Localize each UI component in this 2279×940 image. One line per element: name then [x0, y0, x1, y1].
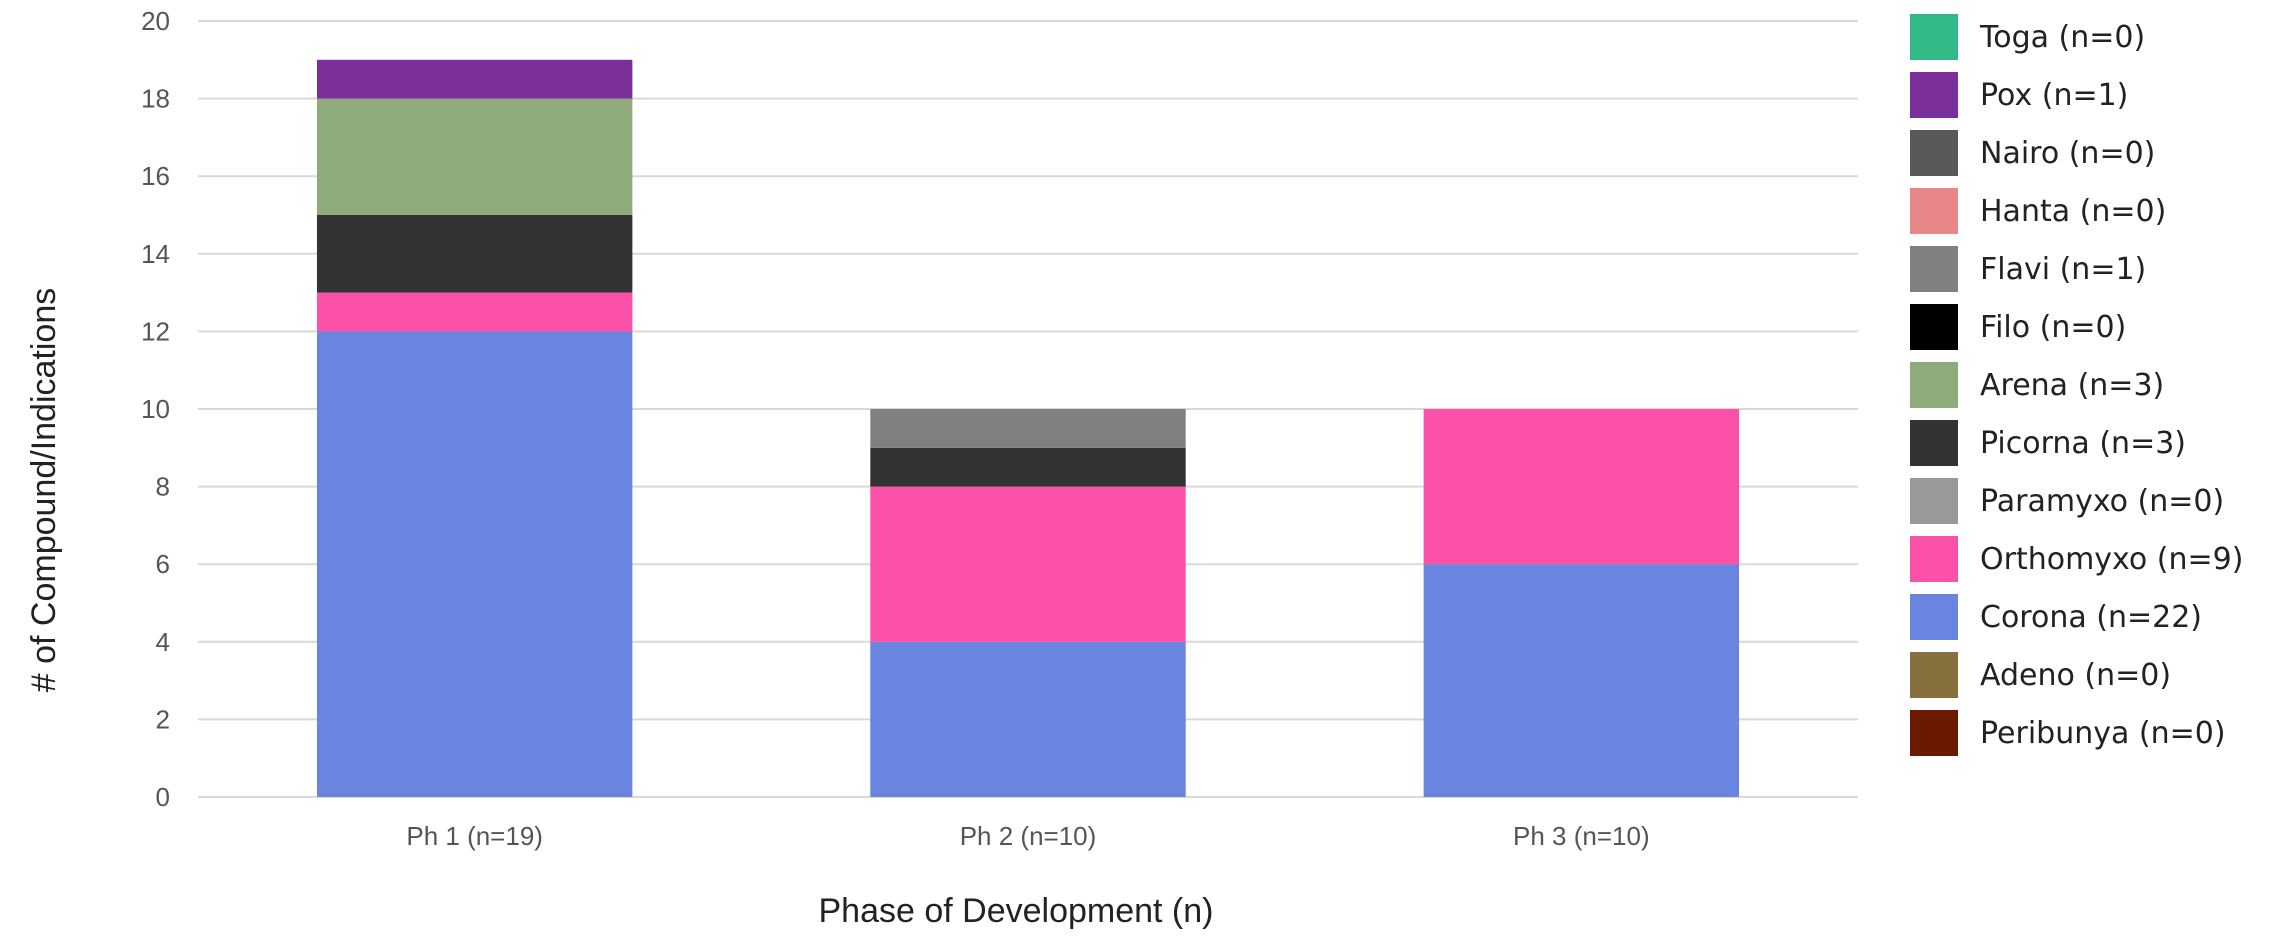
x-axis-title: Phase of Development (n) [819, 892, 1214, 930]
legend-item: Filo (n=0) [1910, 298, 2270, 356]
x-tick-label: Ph 2 (n=10) [960, 821, 1097, 851]
bar-segment [1423, 409, 1740, 565]
legend-label: Corona (n=22) [1980, 599, 2202, 635]
x-axis-ticks: Ph 1 (n=19) Ph 2 (n=10) Ph 3 (n=10) [406, 821, 1649, 851]
legend-swatch [1910, 420, 1958, 466]
y-tick-label: 14 [141, 239, 170, 269]
legend-item: Arena (n=3) [1910, 356, 2270, 414]
legend-label: Orthomyxo (n=9) [1980, 541, 2244, 577]
y-tick-label: 20 [141, 6, 170, 36]
legend-label: Flavi (n=1) [1980, 251, 2147, 287]
legend-swatch [1910, 130, 1958, 176]
legend-swatch [1910, 536, 1958, 582]
bars [316, 59, 1740, 797]
legend-swatch [1910, 652, 1958, 698]
legend-item: Picorna (n=3) [1910, 414, 2270, 472]
legend-item: Pox (n=1) [1910, 66, 2270, 124]
y-axis-title: # of Compound/Indications [25, 288, 63, 692]
legend-item: Corona (n=22) [1910, 588, 2270, 646]
legend-swatch [1910, 478, 1958, 524]
legend-item: Flavi (n=1) [1910, 240, 2270, 298]
legend-swatch [1910, 14, 1958, 60]
legend-label: Nairo (n=0) [1980, 135, 2156, 171]
bar-segment [870, 409, 1186, 448]
legend-swatch [1910, 246, 1958, 292]
legend: Toga (n=0) Pox (n=1) Nairo (n=0) Hanta (n=0… [1910, 8, 2270, 762]
legend-item: Hanta (n=0) [1910, 182, 2270, 240]
bar-segment [316, 98, 633, 215]
legend-label: Adeno (n=0) [1980, 657, 2172, 693]
legend-label: Pox (n=1) [1980, 77, 2129, 113]
bar-segment [870, 486, 1186, 642]
x-tick-label: Ph 1 (n=19) [406, 821, 543, 851]
x-tick-label: Ph 3 (n=10) [1513, 821, 1650, 851]
legend-label: Paramyxo (n=0) [1980, 483, 2225, 519]
bar-segment [870, 447, 1186, 487]
y-tick-label: 8 [156, 472, 170, 502]
stacked-bar-chart: 0 2 4 6 8 10 12 14 16 18 20 Ph 1 (n=19) Ph 2 (n=10)… [25, 6, 1858, 930]
legend-label: Peribunya (n=0) [1980, 715, 2226, 751]
legend-item: Paramyxo (n=0) [1910, 472, 2270, 530]
y-tick-label: 10 [141, 394, 170, 424]
legend-swatch [1910, 188, 1958, 234]
legend-item: Orthomyxo (n=9) [1910, 530, 2270, 588]
legend-swatch [1910, 594, 1958, 640]
y-tick-label: 6 [156, 549, 170, 579]
bar-segment [870, 641, 1186, 797]
legend-item: Nairo (n=0) [1910, 124, 2270, 182]
legend-swatch [1910, 710, 1958, 756]
y-tick-label: 18 [141, 84, 170, 114]
bar-segment [316, 292, 633, 332]
legend-item: Adeno (n=0) [1910, 646, 2270, 704]
legend-swatch [1910, 362, 1958, 408]
y-tick-label: 4 [156, 627, 170, 657]
y-tick-label: 12 [141, 316, 170, 346]
legend-label: Picorna (n=3) [1980, 425, 2187, 461]
bar-segment [316, 215, 633, 293]
bar-segment [1423, 564, 1740, 797]
legend-swatch [1910, 72, 1958, 118]
bar-segment [316, 331, 633, 797]
y-axis-ticks: 0 2 4 6 8 10 12 14 16 18 20 [141, 6, 170, 812]
legend-label: Filo (n=0) [1980, 309, 2127, 345]
legend-item: Peribunya (n=0) [1910, 704, 2270, 762]
legend-label: Hanta (n=0) [1980, 193, 2167, 229]
y-tick-label: 2 [156, 704, 170, 734]
legend-item: Toga (n=0) [1910, 8, 2270, 66]
y-tick-label: 0 [156, 782, 170, 812]
bar-segment [316, 59, 633, 99]
legend-label: Toga (n=0) [1980, 19, 2146, 55]
legend-label: Arena (n=3) [1980, 367, 2165, 403]
legend-swatch [1910, 304, 1958, 350]
y-tick-label: 16 [141, 161, 170, 191]
